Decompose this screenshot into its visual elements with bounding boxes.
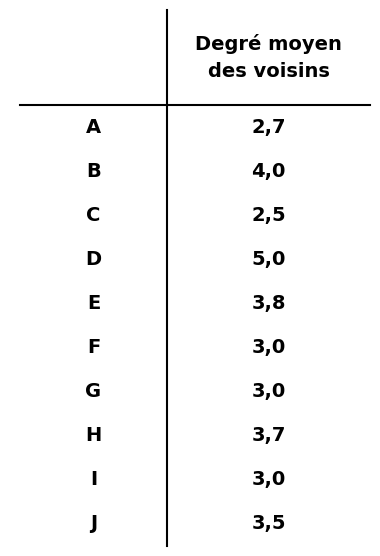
Text: I: I	[90, 470, 97, 489]
Text: 3,7: 3,7	[251, 426, 286, 445]
Text: Degré moyen: Degré moyen	[195, 33, 342, 53]
Text: E: E	[87, 294, 100, 313]
Text: des voisins: des voisins	[207, 62, 329, 81]
Text: G: G	[86, 382, 101, 401]
Text: 3,0: 3,0	[252, 338, 286, 357]
Text: 2,5: 2,5	[251, 206, 286, 225]
Text: 2,7: 2,7	[251, 117, 286, 137]
Text: 4,0: 4,0	[251, 162, 286, 181]
Text: J: J	[90, 514, 97, 533]
Text: D: D	[86, 250, 101, 269]
Text: H: H	[86, 426, 101, 445]
Text: B: B	[86, 162, 101, 181]
Text: 3,0: 3,0	[252, 382, 286, 401]
Text: 3,5: 3,5	[251, 514, 286, 533]
Text: 5,0: 5,0	[251, 250, 286, 269]
Text: 3,8: 3,8	[251, 294, 286, 313]
Text: C: C	[86, 206, 101, 225]
Text: F: F	[87, 338, 100, 357]
Text: A: A	[86, 117, 101, 137]
Text: 3,0: 3,0	[252, 470, 286, 489]
